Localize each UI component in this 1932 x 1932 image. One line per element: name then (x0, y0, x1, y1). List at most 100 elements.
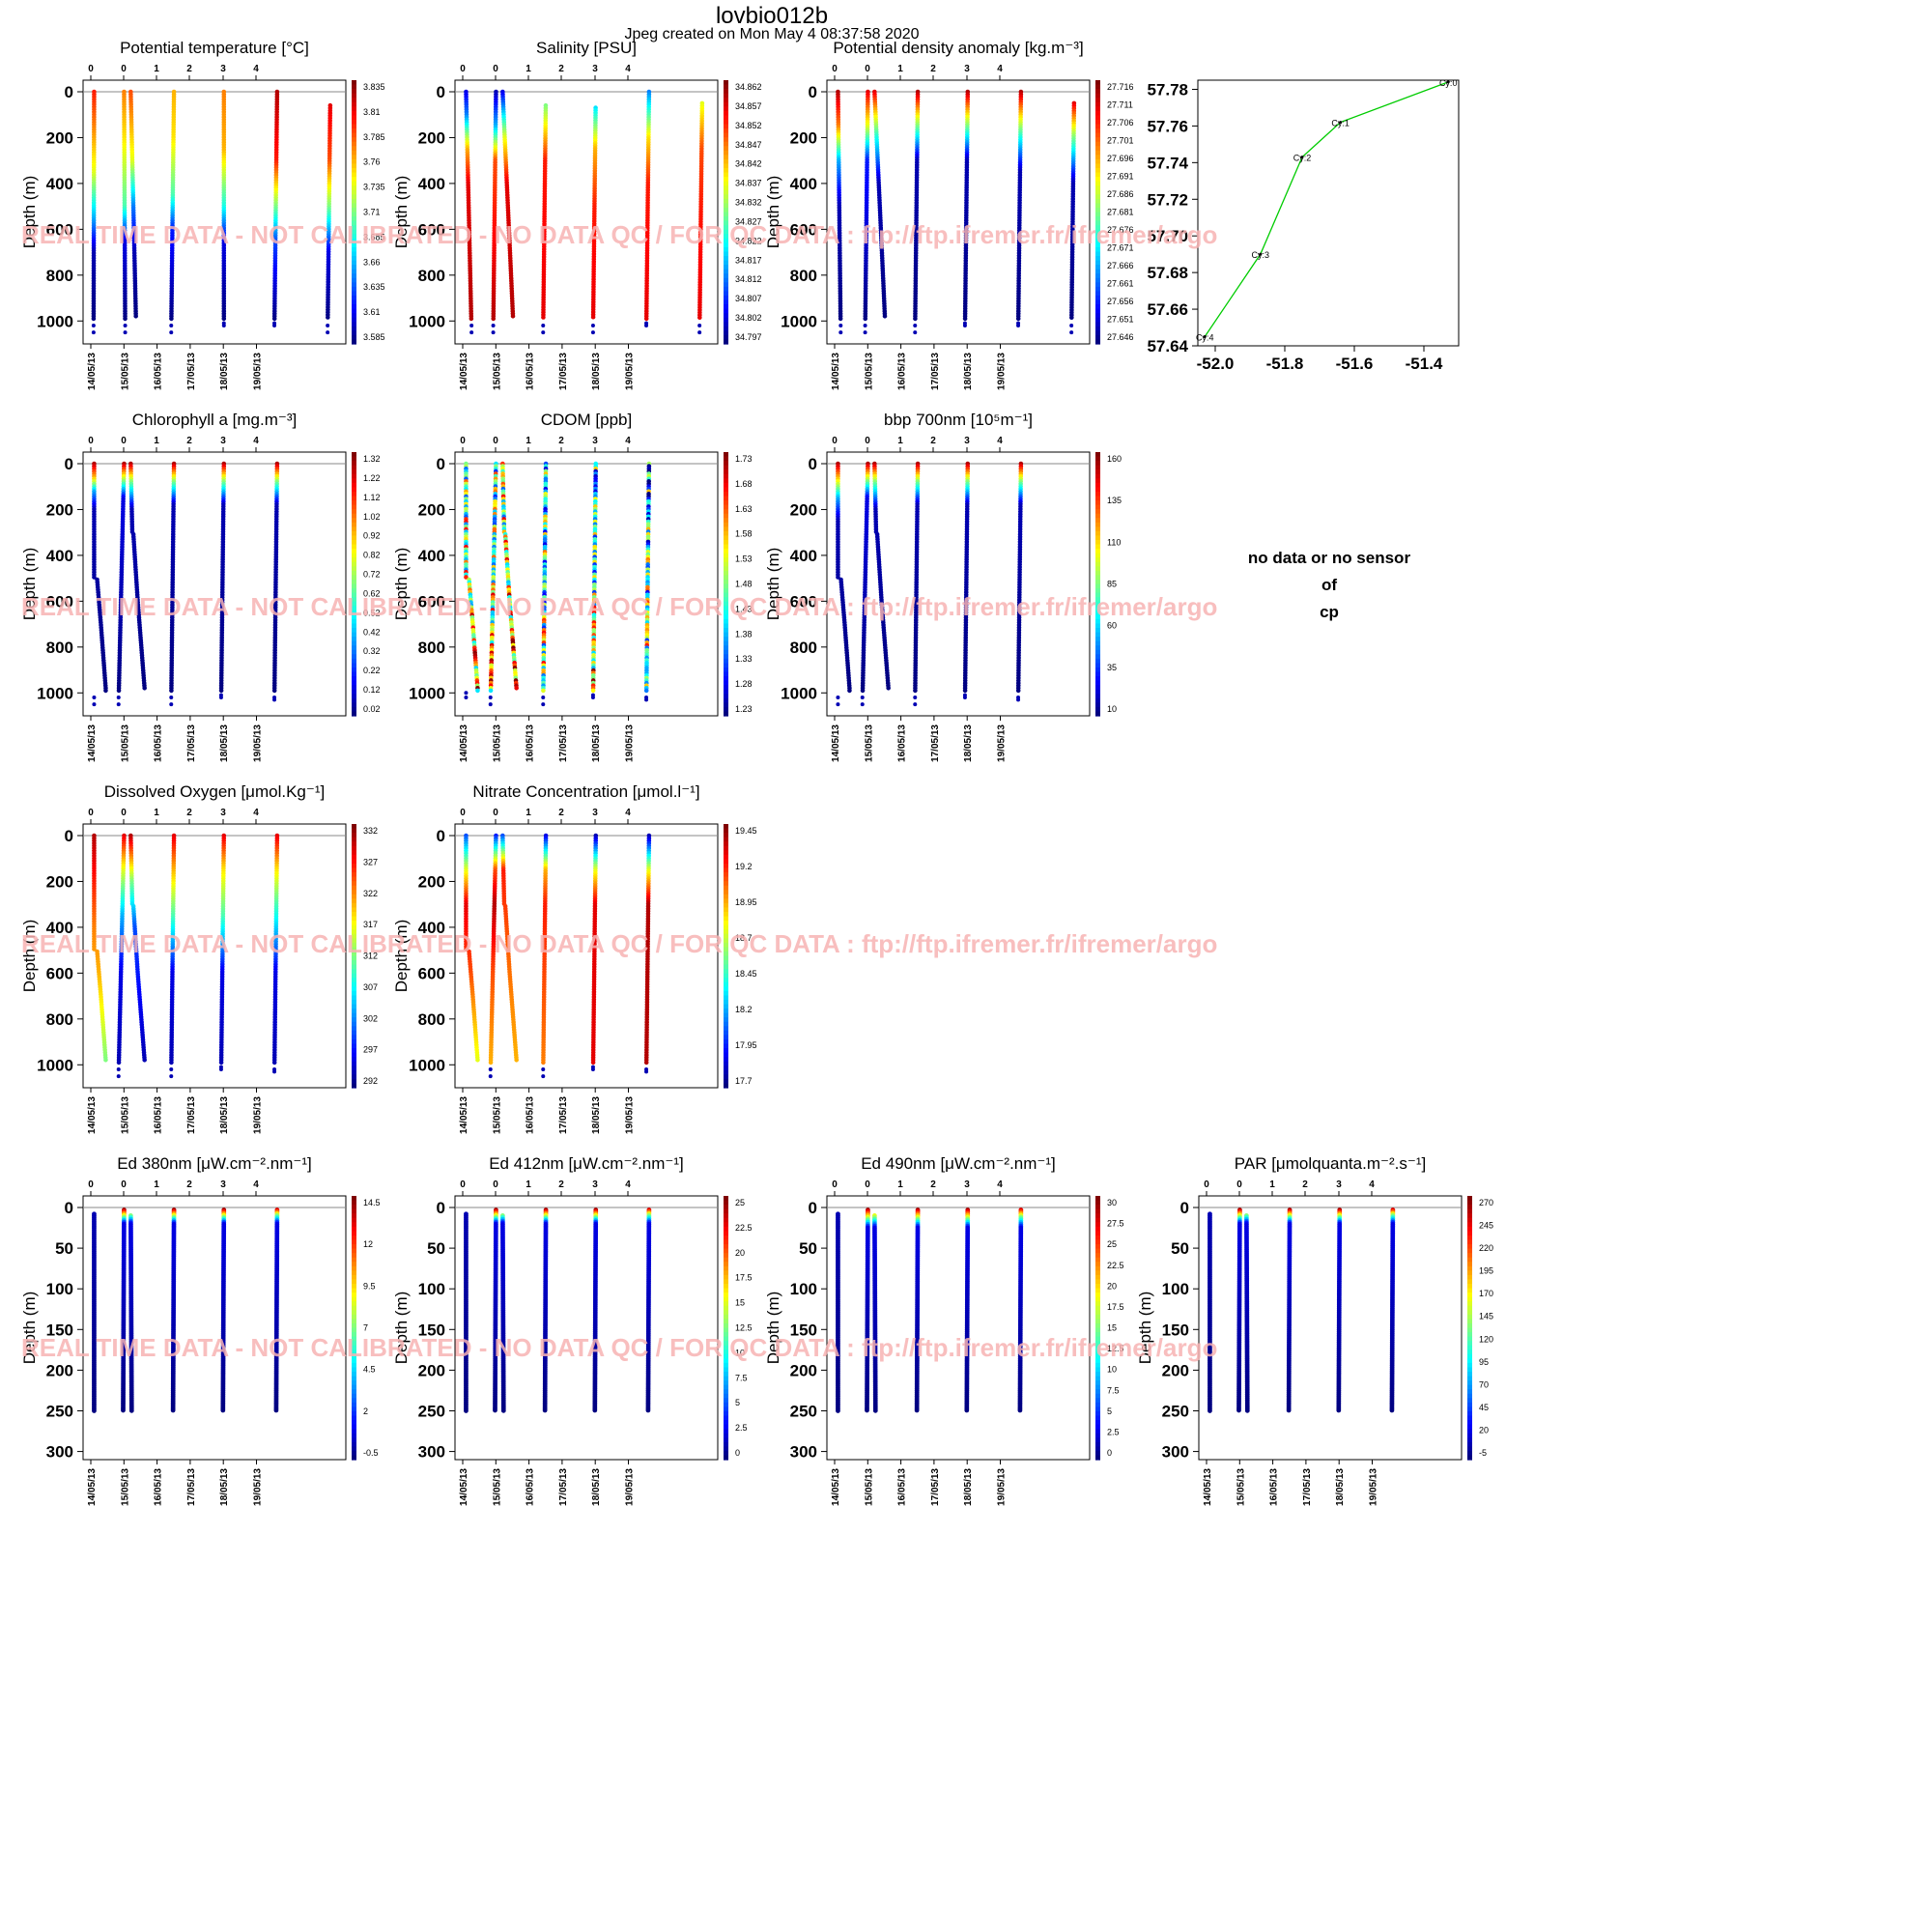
cycle-tick-label: 0 (121, 808, 127, 818)
colorbar-cell (1095, 132, 1100, 138)
colorbar-cell (1095, 168, 1100, 174)
colorbar-cell (352, 334, 356, 341)
colorbar-cell (724, 837, 728, 842)
colorbar-cell (352, 964, 356, 970)
cycle-tick-label: 3 (592, 64, 598, 74)
colorbar-tick-label: 110 (1107, 537, 1121, 547)
colorbar-tick-label: 60 (1107, 621, 1117, 631)
profile-point (541, 315, 546, 320)
colorbar-tick-label: 292 (363, 1076, 378, 1086)
colorbar-cell (1095, 640, 1100, 646)
colorbar-cell (352, 146, 356, 152)
colorbar-cell (352, 1000, 356, 1006)
colorbar-cell (724, 689, 728, 695)
colorbar-cell (724, 667, 728, 673)
profile-point (116, 1060, 122, 1065)
colorbar-cell (352, 850, 356, 856)
colorbar-cell (352, 986, 356, 992)
colorbar-cell (352, 640, 356, 646)
colorbar-cell (1095, 203, 1100, 209)
colorbar-cell (352, 885, 356, 891)
colorbar-cell (352, 1035, 356, 1040)
colorbar-cell (724, 260, 728, 266)
colorbar-cell (724, 89, 728, 95)
colorbar-cell (352, 1026, 356, 1032)
date-tick-label: 19/05/13 (625, 724, 636, 762)
cycle-tick-label: 3 (592, 808, 598, 818)
profile-point (469, 324, 474, 328)
colorbar-tick-label: 34.862 (735, 82, 762, 92)
depth-tick-label: 0 (65, 83, 73, 101)
colorbar-cell (1095, 500, 1100, 506)
profile-point (133, 313, 138, 319)
depth-tick-label: 200 (46, 128, 73, 147)
colorbar-cell (724, 575, 728, 581)
date-tick-label: 16/05/13 (526, 724, 536, 762)
colorbar-cell (352, 907, 356, 913)
colorbar-cell (352, 557, 356, 563)
colorbar-cell (352, 854, 356, 860)
profile-point (169, 330, 174, 335)
depth-tick-label: 200 (46, 872, 73, 891)
colorbar-cell (1095, 150, 1100, 156)
colorbar-cell (1095, 496, 1100, 501)
colorbar-cell (1095, 273, 1100, 279)
profile-point (272, 1069, 277, 1074)
colorbar-cell (1095, 106, 1100, 112)
colorbar-cell (352, 461, 356, 467)
profile-point (91, 316, 97, 322)
colorbar-cell (724, 570, 728, 576)
panel-grid: Potential temperature [°C]0 0 1 2 3 414/05/13… (20, 39, 1493, 1506)
colorbar-tick-label: 27.696 (1107, 154, 1134, 163)
colorbar-cell (724, 308, 728, 314)
colorbar-cell (1095, 544, 1100, 550)
colorbar-cell (352, 973, 356, 979)
date-tick-label: 18/05/13 (591, 1096, 602, 1134)
depth-tick-label: 1000 (409, 1056, 445, 1074)
profile-point (169, 316, 174, 322)
colorbar-cell (724, 841, 728, 847)
colorbar-cell (724, 561, 728, 567)
colorbar-tick-label: 27.666 (1107, 261, 1134, 270)
profile-point (464, 696, 469, 700)
colorbar-cell (724, 487, 728, 493)
colorbar-cell (352, 654, 356, 660)
colorbar-cell (724, 706, 728, 713)
colorbar-tick-label: 327 (363, 857, 378, 867)
colorbar-cell (1095, 260, 1100, 266)
colorbar-cell (352, 256, 356, 262)
date-tick-label: 15/05/13 (492, 353, 502, 390)
profile-point (863, 330, 867, 335)
colorbar-cell (724, 711, 728, 717)
date-tick-label: 15/05/13 (492, 724, 502, 762)
profile-point (541, 688, 546, 694)
date-tick-label: 17/05/13 (186, 353, 197, 390)
colorbar-cell (352, 711, 356, 717)
colorbar-cell (1095, 93, 1100, 99)
date-tick-label: 17/05/13 (558, 1096, 569, 1134)
depth-tick-label: 200 (418, 128, 445, 147)
colorbar-cell (724, 685, 728, 691)
panel-title: Dissolved Oxygen [μmol.Kg⁻¹] (104, 782, 326, 801)
colorbar-cell (724, 482, 728, 488)
colorbar-cell (1095, 207, 1100, 213)
colorbar-cell (352, 207, 356, 213)
depth-tick-label: 400 (46, 547, 73, 565)
colorbar-cell (1095, 522, 1100, 527)
colorbar-cell (352, 1009, 356, 1014)
profile-point (590, 324, 595, 328)
colorbar-cell (724, 330, 728, 336)
profile-point (860, 688, 866, 694)
depth-tick-label: 800 (46, 1010, 73, 1029)
colorbar-cell (1095, 313, 1100, 319)
profile-point (491, 330, 496, 335)
colorbar-cell (724, 119, 728, 126)
profile-point (218, 688, 224, 694)
colorbar-cell (724, 863, 728, 869)
date-tick-label: 16/05/13 (897, 724, 908, 762)
colorbar-cell (724, 115, 728, 121)
colorbar-cell (352, 203, 356, 209)
colorbar-cell (352, 828, 356, 834)
colorbar-cell (724, 964, 728, 970)
colorbar-cell (724, 339, 728, 345)
